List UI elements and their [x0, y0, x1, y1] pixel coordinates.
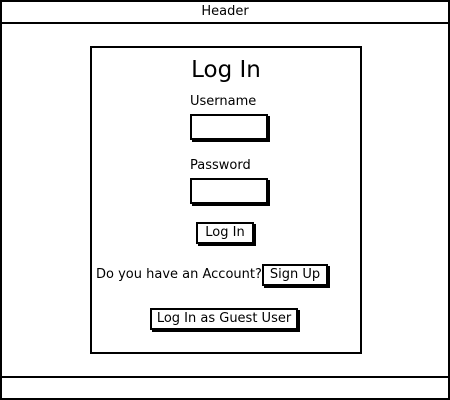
footer	[2, 376, 448, 398]
username-input[interactable]	[190, 114, 268, 140]
login-panel: Log In Username Password Log In Sign Up …	[90, 46, 362, 354]
header: Header	[2, 2, 448, 24]
guest-login-button[interactable]: Log In as Guest User	[150, 308, 298, 330]
login-title: Log In	[191, 57, 261, 83]
account-prompt: Do you have an Account?	[96, 267, 262, 282]
signup-button[interactable]: Sign Up	[262, 264, 328, 286]
username-label: Username	[190, 94, 257, 109]
login-button[interactable]: Log In	[196, 222, 254, 244]
password-input[interactable]	[190, 178, 268, 204]
header-title: Header	[201, 4, 249, 19]
password-label: Password	[190, 158, 251, 173]
